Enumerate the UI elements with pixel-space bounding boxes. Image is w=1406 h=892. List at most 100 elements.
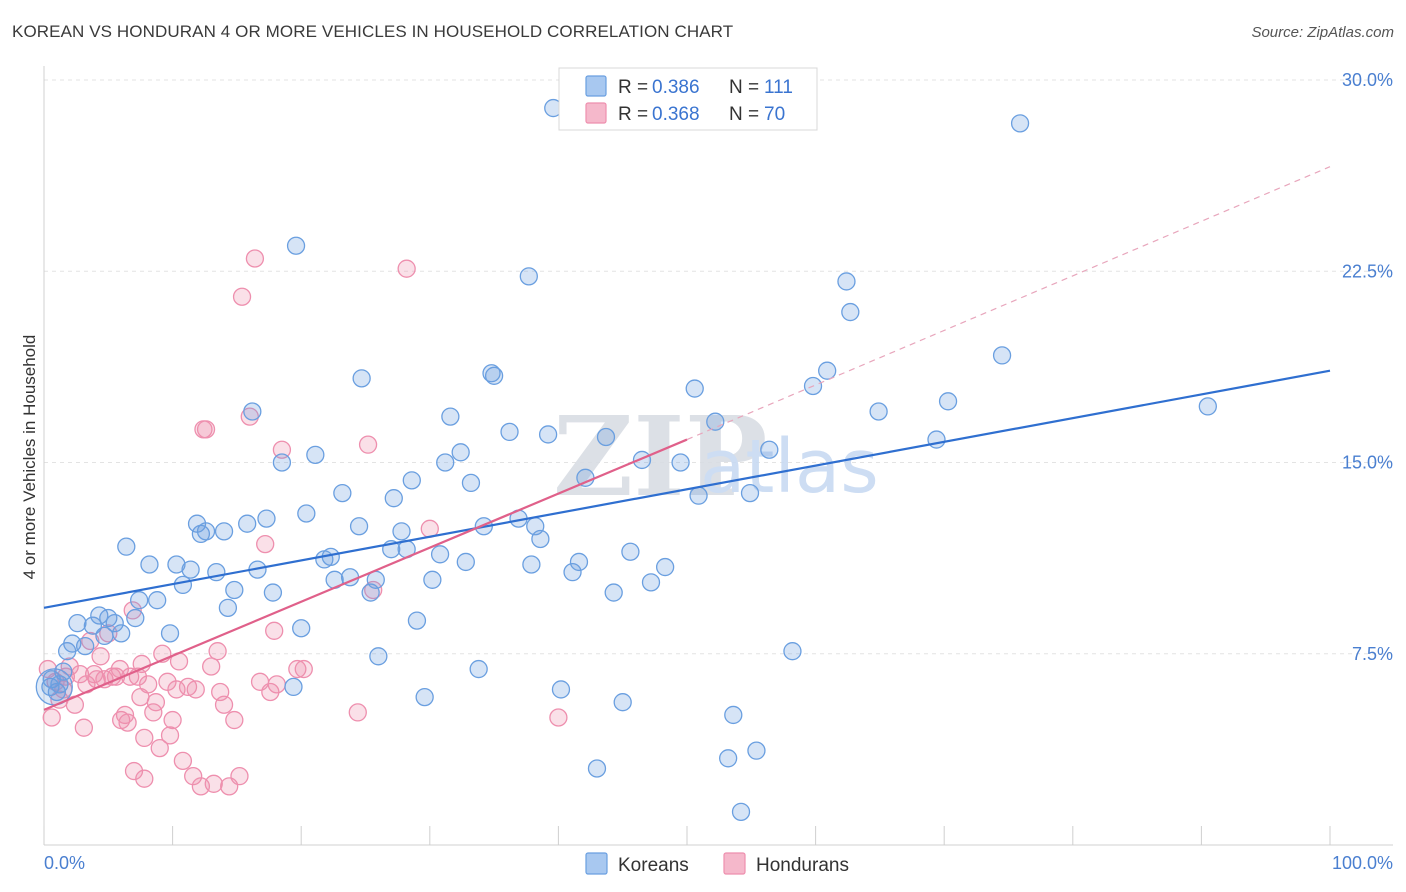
korean-point [306, 445, 325, 465]
legend-swatch-koreans [585, 75, 607, 97]
korean-point [196, 522, 216, 541]
honduran-point [74, 718, 94, 737]
korean-point [160, 624, 180, 643]
korean-point [430, 545, 450, 564]
korean-point [167, 555, 186, 574]
honduran-point [267, 675, 286, 694]
korean-point [415, 687, 434, 707]
honduran-point [288, 659, 307, 679]
korean-point [1010, 114, 1030, 133]
y-tick-labels: 7.5% 15.0% 22.5% 30.0% [1342, 70, 1393, 664]
y-axis-label: 4 or more Vehicles in Household [20, 335, 39, 580]
korean-point [112, 624, 131, 643]
legend-r-value-koreans: 0.386 [652, 77, 700, 98]
honduran-points [38, 249, 568, 796]
honduran-point [139, 675, 158, 694]
korean-point [551, 680, 571, 699]
honduran-point [265, 621, 284, 640]
x-tick-label-max: 100.0% [1332, 853, 1393, 873]
korean-point [263, 583, 283, 602]
honduran-point [358, 435, 378, 454]
korean-point [384, 489, 403, 508]
korean-point [469, 659, 488, 679]
korean-point [461, 473, 481, 493]
korean-point [284, 677, 303, 697]
honduran-point [186, 680, 205, 699]
korean-point [117, 537, 136, 556]
korean-point [218, 598, 238, 617]
honduran-point [245, 249, 265, 268]
honduran-point [150, 738, 169, 758]
korean-point [655, 557, 675, 577]
honduran-point [146, 693, 166, 712]
honduran-point [397, 259, 416, 278]
honduran-point [85, 665, 104, 684]
korean-point [140, 555, 159, 574]
y-tick-label-1: 15.0% [1342, 453, 1393, 473]
korean-point [297, 504, 316, 523]
honduran-trend-extension [686, 166, 1331, 441]
series-legend: Koreans Hondurans [585, 852, 849, 876]
korean-point [349, 517, 369, 536]
korean-point [436, 453, 455, 472]
korean-point [719, 749, 738, 768]
korean-point [76, 636, 95, 656]
korean-point [569, 552, 589, 572]
honduran-point [256, 534, 275, 554]
korean-point [173, 575, 193, 595]
legend-r-value-hondurans: 0.368 [652, 104, 700, 125]
bottom-legend-label-hondurans: Hondurans [756, 855, 849, 876]
korean-point [869, 402, 888, 421]
honduran-point [230, 767, 249, 786]
korean-point [596, 427, 616, 447]
korean-point [105, 614, 124, 633]
korean-point [423, 570, 442, 589]
korean-point [333, 483, 352, 503]
honduran-point [167, 680, 186, 699]
legend-n-label-koreans: N = [729, 77, 764, 98]
korean-point [685, 379, 704, 398]
legend-n-value-hondurans: 70 [764, 104, 785, 125]
chart-title: KOREAN VS HONDURAN 4 OR MORE VEHICLES IN… [12, 22, 734, 41]
korean-point [68, 614, 87, 633]
honduran-point [196, 420, 216, 439]
honduran-point [135, 728, 154, 748]
y-tick-label-2: 22.5% [1342, 261, 1393, 281]
korean-point [689, 486, 708, 505]
honduran-point [294, 659, 313, 679]
korean-point [456, 552, 475, 572]
korean-point [482, 364, 501, 383]
korean-point [402, 471, 421, 490]
honduran-point [173, 751, 193, 770]
honduran-point [124, 761, 144, 781]
korean-point [613, 693, 632, 712]
korean-point [531, 529, 550, 549]
watermark-zip: ZIP [553, 392, 767, 521]
korean-point [484, 366, 504, 385]
korean-point [292, 619, 311, 638]
korean-points [35, 98, 1217, 821]
bottom-legend-label-koreans: Koreans [618, 855, 689, 876]
korean-trend-line [43, 369, 1331, 609]
honduran-point [240, 407, 259, 426]
korean-point [641, 573, 661, 592]
korean-point [706, 412, 725, 431]
korean-point [369, 647, 388, 666]
legend-swatch-hondurans [585, 102, 607, 124]
korean-point [818, 361, 837, 380]
honduran-point [348, 703, 367, 722]
korean-point [938, 392, 958, 411]
correlation-legend: R = 0.386 N = 111 R = 0.368 N = 70 [558, 67, 818, 131]
korean-point [724, 705, 743, 725]
korean-point [407, 611, 427, 630]
honduran-point [202, 657, 221, 676]
korean-point [740, 483, 760, 503]
korean-point [352, 369, 371, 388]
korean-point [238, 514, 257, 533]
honduran-point [225, 710, 244, 730]
honduran-point [163, 710, 182, 730]
honduran-point [232, 287, 252, 306]
legend-n-label-hondurans: N = [729, 104, 764, 125]
korean-point [392, 522, 411, 541]
